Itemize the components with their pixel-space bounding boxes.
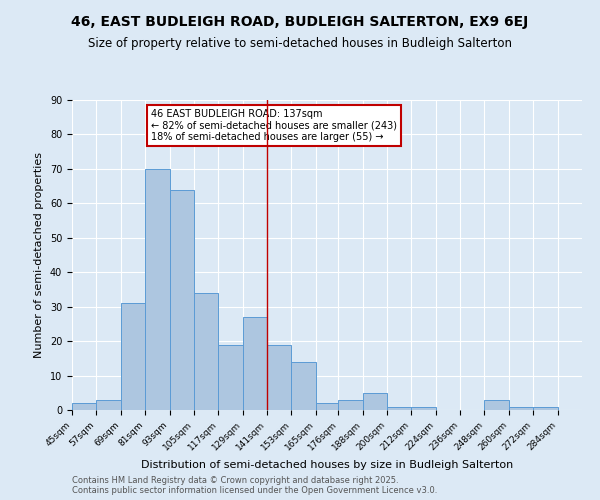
Bar — [218, 344, 242, 410]
Bar — [145, 169, 170, 410]
Bar — [194, 293, 218, 410]
Text: Contains HM Land Registry data © Crown copyright and database right 2025.
Contai: Contains HM Land Registry data © Crown c… — [72, 476, 437, 495]
Bar — [484, 400, 509, 410]
Text: 46, EAST BUDLEIGH ROAD, BUDLEIGH SALTERTON, EX9 6EJ: 46, EAST BUDLEIGH ROAD, BUDLEIGH SALTERT… — [71, 15, 529, 29]
Bar — [533, 406, 557, 410]
Bar — [412, 406, 436, 410]
Text: 46 EAST BUDLEIGH ROAD: 137sqm
← 82% of semi-detached houses are smaller (243)
18: 46 EAST BUDLEIGH ROAD: 137sqm ← 82% of s… — [151, 110, 397, 142]
Bar — [97, 400, 121, 410]
Bar — [121, 303, 145, 410]
Bar — [242, 317, 267, 410]
Bar — [387, 406, 412, 410]
Bar — [509, 406, 533, 410]
X-axis label: Distribution of semi-detached houses by size in Budleigh Salterton: Distribution of semi-detached houses by … — [141, 460, 513, 470]
Y-axis label: Number of semi-detached properties: Number of semi-detached properties — [34, 152, 44, 358]
Bar — [72, 403, 97, 410]
Bar — [316, 403, 340, 410]
Bar — [170, 190, 194, 410]
Bar — [267, 344, 292, 410]
Bar — [292, 362, 316, 410]
Bar — [362, 393, 387, 410]
Bar — [338, 400, 362, 410]
Text: Size of property relative to semi-detached houses in Budleigh Salterton: Size of property relative to semi-detach… — [88, 38, 512, 51]
